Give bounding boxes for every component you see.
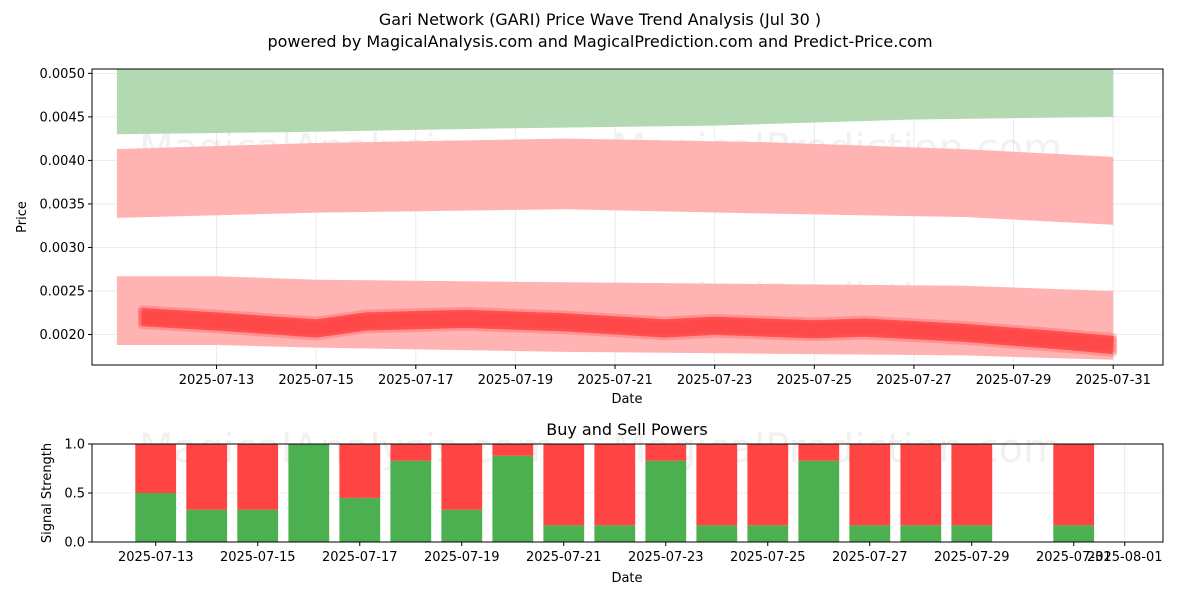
x-tick-label: 2025-07-13 [118, 550, 194, 565]
y-tick-label: 0.5 [64, 487, 85, 502]
sell-bar [900, 444, 942, 526]
sell-bar [135, 444, 177, 493]
sell-bar [441, 444, 483, 510]
x-tick-label: 2025-07-23 [628, 550, 704, 565]
price-x-label: Date [611, 392, 642, 407]
sell-bar [747, 444, 789, 526]
sell-bar [696, 444, 738, 526]
red-band [116, 138, 1114, 225]
sell-bar [492, 444, 534, 456]
buy-bar [186, 509, 228, 542]
x-tick-label: 2025-07-23 [677, 373, 753, 388]
y-tick-label: 0.0040 [40, 154, 86, 169]
y-tick-label: 0.0050 [40, 67, 86, 82]
x-tick-label: 2025-08-01 [1087, 550, 1163, 565]
sell-bar [186, 444, 228, 510]
price-plot-frame [91, 68, 1164, 366]
buy-bar [1053, 525, 1095, 542]
buy-bar [288, 444, 330, 542]
buy-bar [900, 525, 942, 542]
y-tick-label: 0.0035 [40, 197, 86, 212]
buy-bar [492, 455, 534, 542]
sell-bar [798, 444, 840, 461]
x-tick-label: 2025-07-29 [934, 550, 1010, 565]
buy-bar [339, 497, 381, 542]
buy-bar [798, 460, 840, 542]
signal-x-label: Date [611, 571, 642, 586]
x-tick-label: 2025-07-15 [278, 373, 354, 388]
x-tick-label: 2025-07-15 [220, 550, 296, 565]
sell-bar [339, 444, 381, 498]
x-tick-label: 2025-07-27 [876, 373, 952, 388]
x-tick-label: 2025-07-31 [1075, 373, 1151, 388]
x-tick-label: 2025-07-29 [976, 373, 1052, 388]
x-tick-label: 2025-07-25 [730, 550, 806, 565]
buy-bar [696, 525, 738, 542]
x-tick-label: 2025-07-17 [322, 550, 398, 565]
y-tick-label: 0.0025 [40, 285, 86, 300]
signal-panel: Buy and Sell Powers MagicalAnalysis.com … [40, 420, 1164, 586]
y-tick-label: 0.0030 [40, 241, 86, 256]
sell-bar [951, 444, 993, 526]
signal-y-label: Signal Strength [40, 443, 55, 543]
sell-bar [1053, 444, 1095, 526]
x-tick-label: 2025-07-27 [832, 550, 908, 565]
y-tick-label: 0.0020 [40, 328, 86, 343]
price-x-axis: 2025-07-13 2025-07-15 2025-07-17 2025-07-19… [179, 365, 1151, 388]
x-tick-label: 2025-07-19 [478, 373, 554, 388]
buy-bar [645, 460, 687, 542]
wave-line-main [141, 308, 1114, 354]
buy-bar [390, 460, 432, 542]
y-tick-label: 1.0 [64, 438, 85, 453]
sell-bar [594, 444, 636, 526]
x-tick-label: 2025-07-21 [577, 373, 653, 388]
signal-y-axis: 0.0 0.5 1.0 [64, 438, 92, 551]
chart-subtitle: powered by MagicalAnalysis.com and Magic… [267, 32, 932, 51]
buy-bar [135, 493, 177, 542]
buy-bar [849, 525, 891, 542]
green-band [116, 69, 1114, 135]
y-tick-label: 0.0 [64, 536, 85, 551]
buy-bar [441, 509, 483, 542]
buy-bar [594, 525, 636, 542]
price-wave [137, 305, 1118, 357]
price-panel: MagicalAnalysis.com MagicalPrediction.co… [15, 67, 1164, 407]
sell-bar [543, 444, 585, 526]
x-tick-label: 2025-07-31 [1036, 550, 1112, 565]
x-tick-label: 2025-07-17 [378, 373, 454, 388]
sell-bar [645, 444, 687, 461]
x-tick-label: 2025-07-21 [526, 550, 602, 565]
price-y-label: Price [15, 201, 30, 233]
sell-bar [390, 444, 432, 461]
x-tick-label: 2025-07-13 [179, 373, 255, 388]
chart-title: Gari Network (GARI) Price Wave Trend Ana… [379, 10, 821, 29]
buy-bar [951, 525, 993, 542]
price-y-axis: 0.0020 0.0025 0.0030 0.0035 0.0040 0.0045 0.00… [40, 67, 92, 343]
buy-bar [543, 525, 585, 542]
buy-bar [747, 525, 789, 542]
sell-bar [237, 444, 279, 510]
x-tick-label: 2025-07-19 [424, 550, 500, 565]
buy-bar [237, 509, 279, 542]
signal-title: Buy and Sell Powers [546, 420, 708, 439]
signal-bars [135, 444, 1095, 542]
sell-bar [849, 444, 891, 526]
x-tick-label: 2025-07-25 [777, 373, 853, 388]
y-tick-label: 0.0045 [40, 110, 86, 125]
signal-x-axis: 2025-07-13 2025-07-15 2025-07-17 2025-07-19… [118, 542, 1163, 565]
